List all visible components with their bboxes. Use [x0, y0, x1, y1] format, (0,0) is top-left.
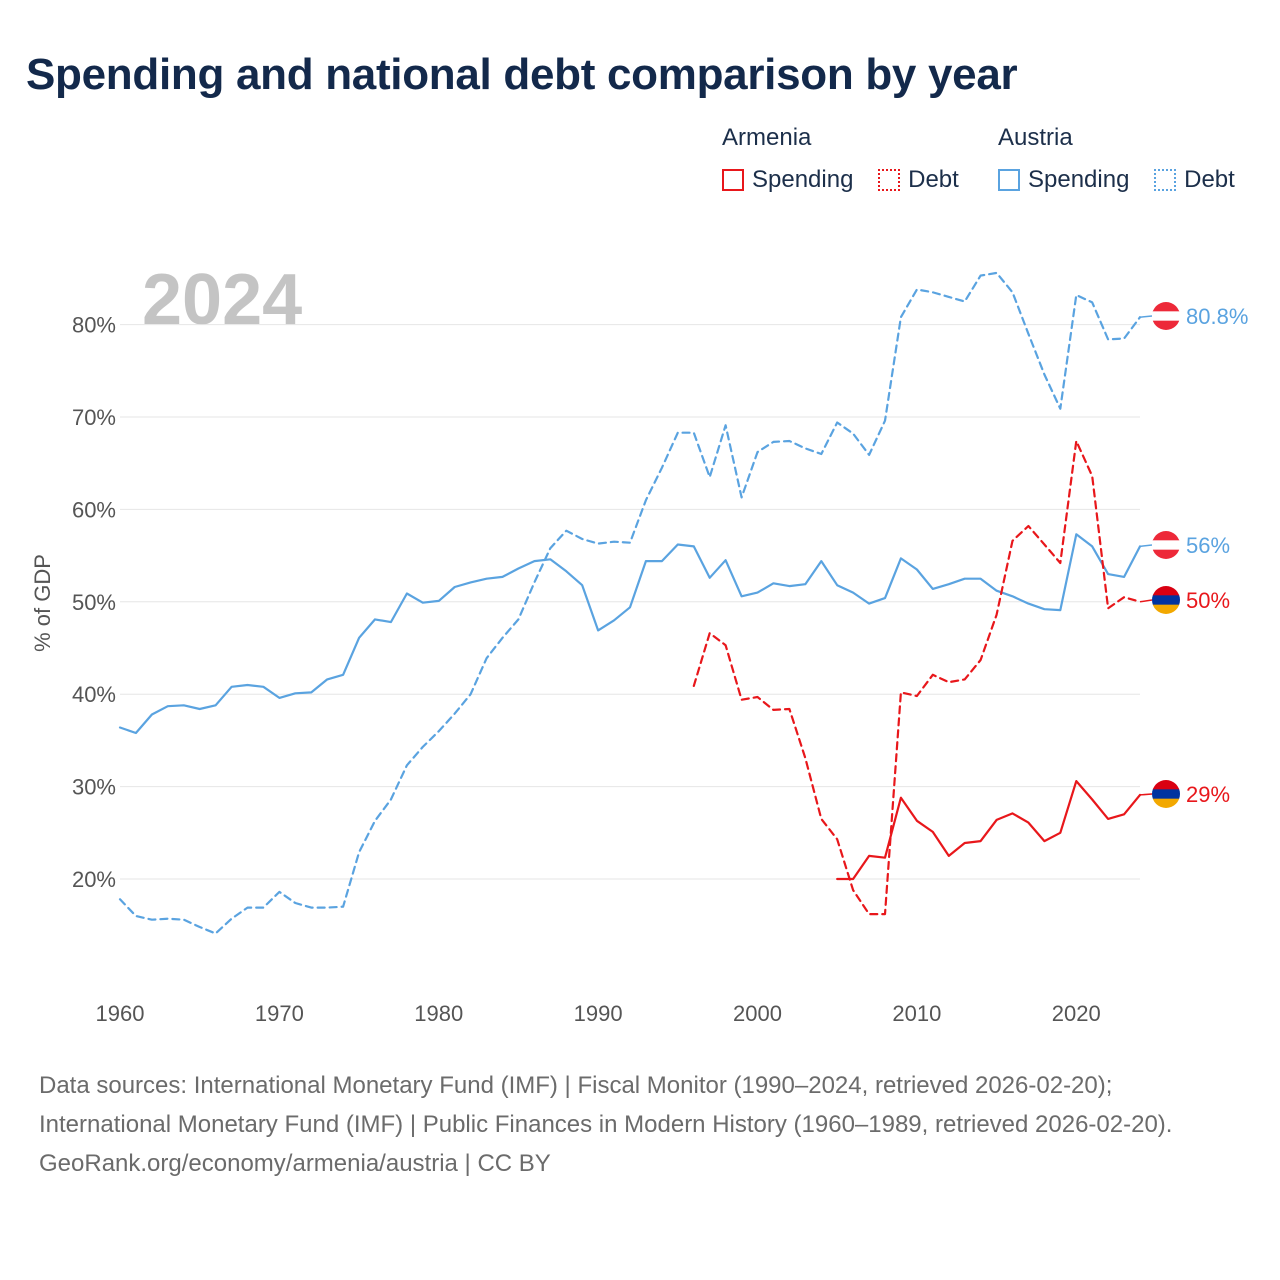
- end-connector: [1139, 544, 1153, 548]
- flag-stripe: [1152, 780, 1180, 790]
- legend-swatch-dotted: [1154, 169, 1177, 191]
- x-tick-label: 1980: [414, 1001, 463, 1026]
- end-value-label: 56%: [1186, 533, 1230, 558]
- series-line-austria-debt: [118, 271, 1142, 935]
- flag-stripe: [1152, 604, 1180, 614]
- credit-line: GeoRank.org/economy/armenia/austria | CC…: [39, 1150, 551, 1177]
- x-tick-label: 1970: [255, 1001, 304, 1026]
- y-tick-label: 50%: [72, 590, 116, 615]
- legend-item-austria-debt[interactable]: Debt: [1154, 166, 1235, 194]
- austria-flag-icon: [1152, 531, 1180, 559]
- data-sources-note: Data sources: International Monetary Fun…: [39, 1072, 1173, 1138]
- legend-group-name: Austria: [998, 124, 1073, 151]
- legend-label: Spending: [752, 166, 854, 193]
- legend-label: Spending: [1028, 166, 1130, 193]
- flag-stripe: [1152, 531, 1180, 541]
- y-tick-label: 60%: [72, 497, 116, 522]
- legend-label: Debt: [1184, 166, 1235, 193]
- x-tick-label: 2020: [1052, 1001, 1101, 1026]
- legend-group-name: Armenia: [722, 124, 812, 151]
- flag-stripe: [1152, 320, 1180, 330]
- end-value-label: 50%: [1186, 588, 1230, 613]
- legend-item-armenia-debt[interactable]: Debt: [878, 166, 959, 194]
- chart-title: Spending and national debt comparison by…: [26, 50, 1018, 99]
- end-value-label: 80.8%: [1186, 304, 1248, 329]
- flag-stripe: [1152, 798, 1180, 808]
- x-tick-label: 2000: [733, 1001, 782, 1026]
- year-watermark: 2024: [142, 260, 302, 340]
- legend-swatch-solid: [722, 169, 744, 191]
- flag-stripe: [1152, 311, 1180, 322]
- legend-item-armenia-spending[interactable]: Spending: [722, 166, 853, 194]
- flag-stripe: [1152, 789, 1180, 800]
- flag-stripe: [1152, 595, 1180, 606]
- y-tick-label: 70%: [72, 405, 116, 430]
- legend-swatch-dotted: [878, 169, 901, 191]
- y-tick-label: 80%: [72, 313, 116, 338]
- y-tick-label: 20%: [72, 867, 116, 892]
- flag-stripe: [1152, 540, 1180, 551]
- legend-label: Debt: [908, 166, 959, 193]
- legend-swatch-solid: [998, 169, 1020, 191]
- legend-group-armenia: Armenia Spending Debt: [722, 124, 977, 198]
- y-axis-title: % of GDP: [30, 554, 55, 652]
- y-tick-label: 40%: [72, 682, 116, 707]
- line-chart: 2024 20% 30% 40% 50% 60% 70% 80% 1960 1970 1980 199…: [30, 260, 1248, 1026]
- end-value-label: 29%: [1186, 782, 1230, 807]
- end-connector: [1139, 793, 1153, 796]
- flag-stripe: [1152, 549, 1180, 559]
- series-line-austria-spending: [118, 533, 1142, 735]
- series-line-armenia-debt: [692, 439, 1142, 916]
- footer: Data sources: International Monetary Fun…: [39, 1066, 1239, 1183]
- armenia-flag-icon: [1152, 586, 1180, 614]
- flag-stripe: [1152, 302, 1180, 312]
- legend-item-austria-spending[interactable]: Spending: [998, 166, 1129, 194]
- armenia-flag-icon: [1152, 780, 1180, 808]
- y-tick-label: 30%: [72, 775, 116, 800]
- end-connector: [1139, 315, 1153, 318]
- austria-flag-icon: [1152, 302, 1180, 330]
- series-line-armenia-spending: [836, 779, 1142, 881]
- x-tick-label: 2010: [892, 1001, 941, 1026]
- x-tick-label: 1960: [96, 1001, 145, 1026]
- flag-stripe: [1152, 586, 1180, 596]
- legend-group-austria: Austria Spending Debt: [998, 124, 1235, 198]
- end-connector: [1139, 599, 1153, 603]
- x-tick-label: 1990: [574, 1001, 623, 1026]
